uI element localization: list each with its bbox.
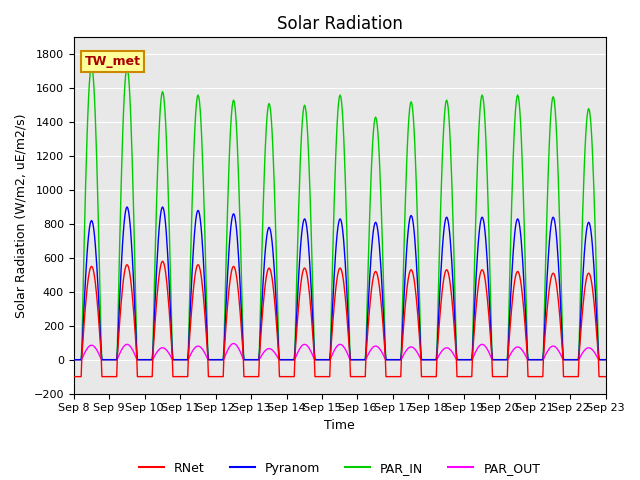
X-axis label: Time: Time [324,419,355,432]
Title: Solar Radiation: Solar Radiation [276,15,403,33]
Legend: RNet, Pyranom, PAR_IN, PAR_OUT: RNet, Pyranom, PAR_IN, PAR_OUT [134,457,545,480]
Y-axis label: Solar Radiation (W/m2, uE/m2/s): Solar Radiation (W/m2, uE/m2/s) [15,113,28,318]
Text: TW_met: TW_met [84,55,140,68]
